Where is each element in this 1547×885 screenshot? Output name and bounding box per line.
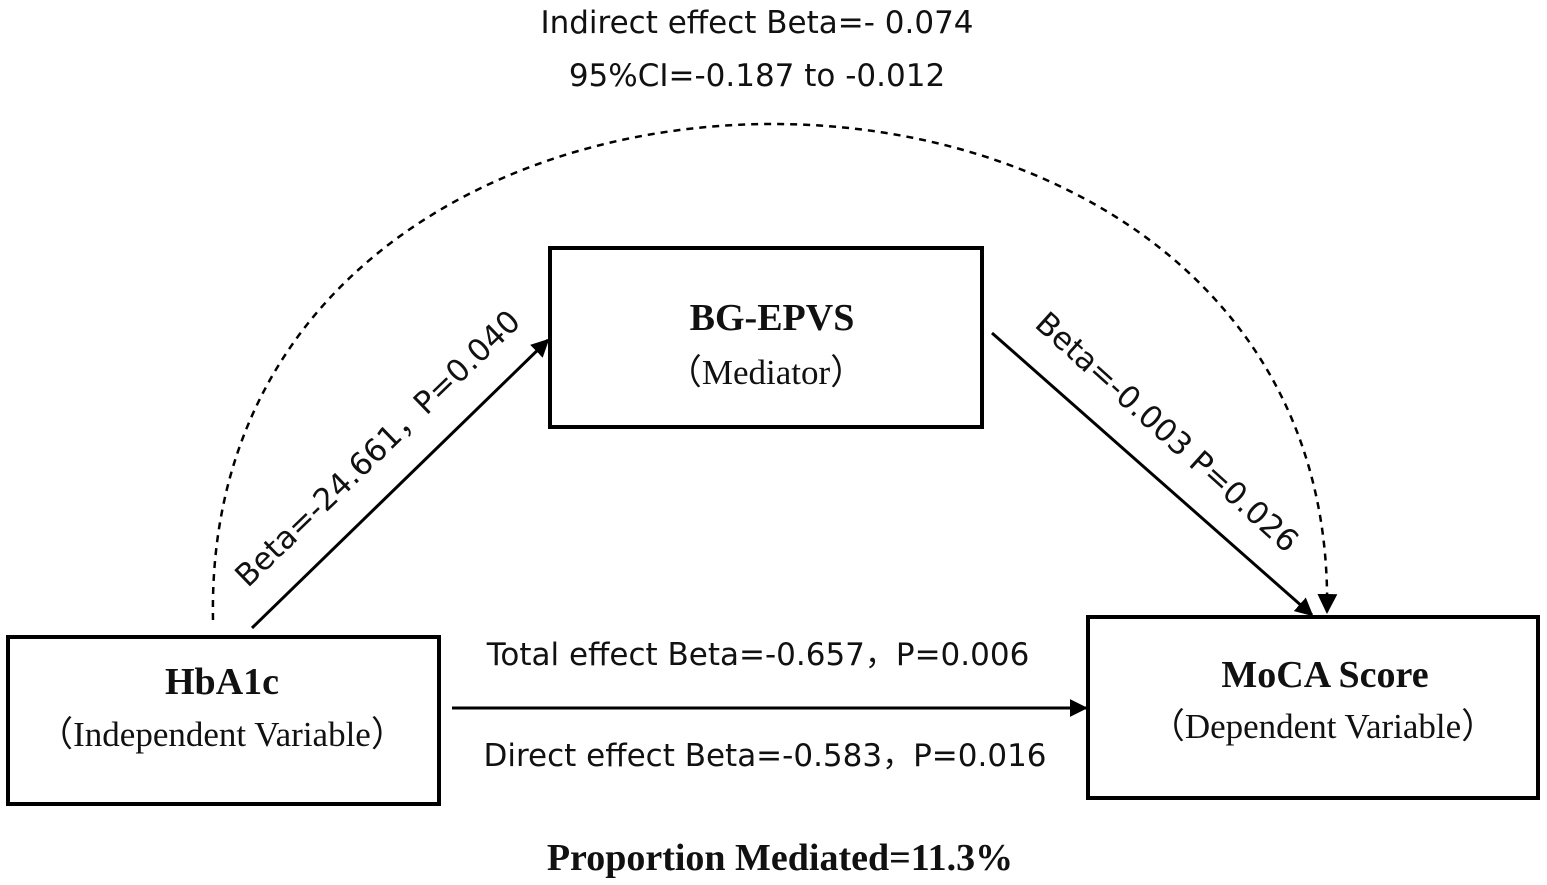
- b-path-arrow: [991, 331, 1314, 617]
- mediator-box: [548, 246, 984, 429]
- node-role: （Mediator）: [667, 353, 865, 392]
- node-role: （Dependent Variable）: [1150, 707, 1496, 746]
- node-role: （Independent Variable）: [38, 715, 406, 754]
- footer: Proportion Mediated=11.3%: [547, 837, 1013, 879]
- dependent-box: [1086, 615, 1540, 800]
- edge-label: Total effect Beta=-0.657，P=0.006: [486, 637, 1030, 673]
- node-title: HbA1c: [165, 661, 279, 703]
- indirect-label: Indirect effect Beta=- 0.074: [540, 5, 973, 41]
- edge-label: Direct effect Beta=-0.583，P=0.016: [483, 738, 1046, 774]
- a-path-arrow: [250, 338, 550, 630]
- indirect-ci: 95%CI=-0.187 to -0.012: [569, 58, 945, 94]
- edge-label: Beta=-0.003 P=0.026: [1028, 305, 1305, 560]
- independent-box: [6, 635, 441, 806]
- node-title: BG-EPVS: [690, 297, 855, 339]
- edge-label: Beta=-24.661，P=0.040: [228, 303, 527, 594]
- node-title: MoCA Score: [1221, 654, 1428, 696]
- indirect-arc: [211, 122, 1338, 621]
